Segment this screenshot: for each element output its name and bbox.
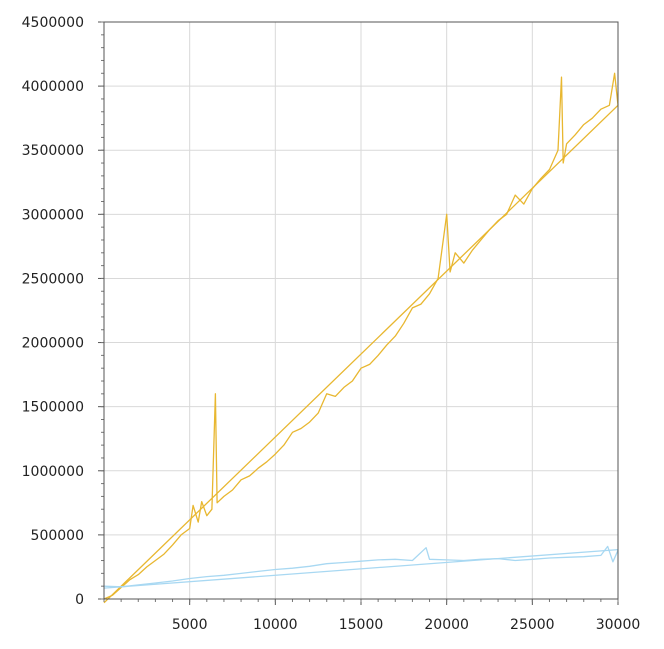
y-tick-label: 500000 xyxy=(31,528,84,544)
series-line-1-fit xyxy=(103,104,619,604)
tick-labels: 0 500000 1000000 1500000 2000000 2500000 30000… xyxy=(22,15,641,633)
y-tick-label: 1500000 xyxy=(22,400,84,416)
x-tick-label: 10000 xyxy=(253,617,298,633)
grid-lines xyxy=(104,21,618,599)
x-tick-label: 30000 xyxy=(596,617,641,633)
series-line-2-noisy xyxy=(103,545,619,588)
y-tick-label: 0 xyxy=(75,592,84,608)
x-tick-label: 20000 xyxy=(424,617,469,633)
y-tick-label: 2000000 xyxy=(22,336,84,352)
x-tick-label: 5000 xyxy=(172,617,208,633)
axes xyxy=(98,21,619,605)
series-line-0-noisy xyxy=(103,72,619,600)
series-line-3-fit xyxy=(103,548,619,589)
y-tick-label: 4500000 xyxy=(22,15,84,31)
y-tick-label: 1000000 xyxy=(22,464,84,480)
x-tick-label: 15000 xyxy=(339,617,384,633)
x-tick-label: 25000 xyxy=(510,617,555,633)
series-layer xyxy=(103,72,619,604)
y-tick-label: 3000000 xyxy=(22,207,84,223)
plot-frame xyxy=(103,21,619,600)
y-tick-label: 2500000 xyxy=(22,271,84,287)
y-tick-label: 3500000 xyxy=(22,143,84,159)
y-tick-label: 4000000 xyxy=(22,79,84,95)
